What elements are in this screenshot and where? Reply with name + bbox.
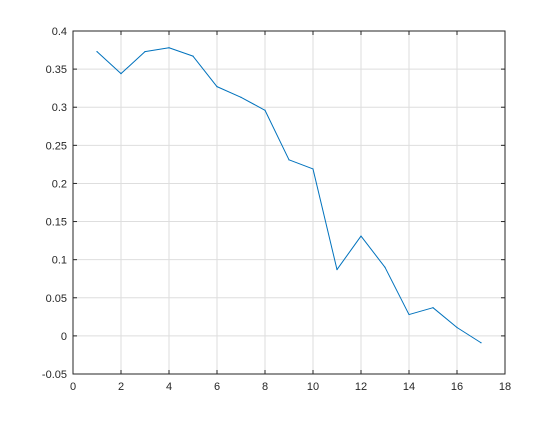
y-tick-label: 0.3 — [52, 102, 67, 114]
grid — [72, 30, 506, 375]
x-tick-label: 0 — [70, 381, 76, 393]
x-tick-label: 16 — [451, 381, 463, 393]
x-tick-label: 8 — [262, 381, 268, 393]
y-tick-label: 0.25 — [46, 140, 67, 152]
data-point — [96, 50, 98, 53]
x-tick-label: 2 — [118, 381, 124, 393]
y-tick-label: 0.4 — [52, 26, 67, 38]
data-point — [216, 86, 218, 88]
data-point — [288, 159, 290, 161]
x-tick-label: 4 — [166, 381, 172, 393]
series-layer — [96, 47, 482, 344]
y-tick-label: 0.1 — [52, 255, 67, 267]
data-point — [240, 96, 242, 98]
axes-box — [72, 30, 506, 375]
data-point — [192, 55, 194, 57]
tick-marks — [72, 30, 506, 375]
y-tick-label: 0.15 — [46, 217, 67, 229]
data-point — [408, 313, 410, 316]
x-tick-label: 14 — [403, 381, 415, 393]
data-point — [312, 168, 314, 170]
data-point — [384, 266, 386, 268]
x-tick-label: 12 — [355, 381, 367, 393]
data-point — [120, 73, 122, 75]
x-tick-label: 6 — [214, 381, 220, 393]
data-point — [360, 235, 362, 237]
data-point — [168, 47, 170, 49]
y-tick-label: 0 — [61, 331, 67, 343]
y-tick-labels: -0.05 0 0.05 0.1 0.15 0.2 0.25 0.3 0.35 0.4 — [42, 26, 67, 381]
y-tick-label: 0.35 — [46, 64, 67, 76]
data-point — [264, 109, 266, 111]
x-tick-labels: 0 2 4 6 8 10 12 14 16 18 — [70, 381, 511, 393]
series-line — [96, 47, 482, 344]
x-tick-label: 10 — [307, 381, 319, 393]
data-point — [144, 50, 146, 53]
y-tick-label: 0.05 — [46, 293, 67, 305]
y-tick-label: 0.2 — [52, 178, 67, 190]
data-point — [456, 326, 458, 329]
data-point — [480, 342, 482, 344]
data-point — [336, 268, 338, 271]
data-point — [432, 307, 434, 309]
y-tick-label: -0.05 — [42, 369, 67, 381]
x-tick-label: 18 — [499, 381, 511, 393]
